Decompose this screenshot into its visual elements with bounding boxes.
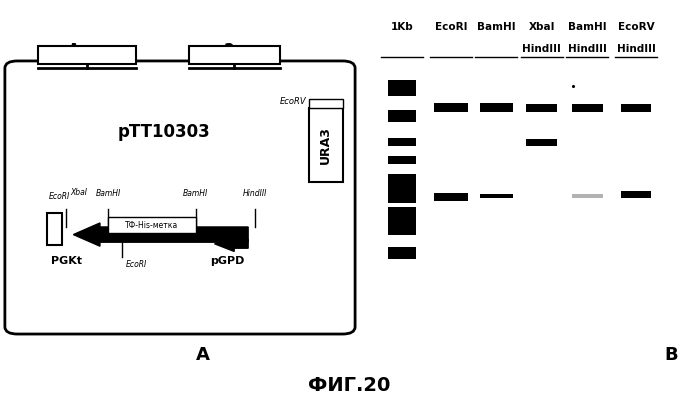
Text: EcoRI: EcoRI [435, 22, 467, 32]
Text: XbaI: XbaI [528, 22, 555, 32]
Text: В: В [664, 346, 678, 364]
Bar [388, 138, 416, 146]
Text: BamHI: BamHI [96, 189, 121, 198]
Text: pGPD: pGPD [210, 257, 245, 266]
Text: 1Kb: 1Kb [391, 22, 413, 32]
Bar [526, 139, 557, 146]
FancyArrow shape [215, 236, 248, 251]
Text: pTT10303: pTT10303 [118, 124, 210, 141]
Text: EcoRI: EcoRI [126, 260, 147, 269]
Bar [572, 104, 603, 112]
Bar [388, 247, 416, 259]
Bar [434, 193, 468, 200]
Text: URA3: URA3 [319, 126, 332, 164]
Bar [189, 46, 280, 64]
Bar [480, 103, 513, 112]
Bar [388, 180, 416, 203]
Text: 2: 2 [224, 43, 235, 58]
Text: HindIII: HindIII [243, 189, 267, 198]
Bar [38, 46, 136, 64]
Bar [388, 110, 416, 122]
Text: HindIII: HindIII [617, 44, 656, 54]
Text: ФИГ.20: ФИГ.20 [308, 376, 391, 395]
Text: EcoRV: EcoRV [618, 22, 654, 32]
Bar [434, 103, 468, 112]
Bar [108, 217, 196, 233]
Bar [309, 99, 343, 108]
Bar [621, 191, 651, 198]
Text: мкм: мкм [241, 45, 261, 53]
Text: EcoRI: EcoRI [49, 192, 70, 201]
Bar [309, 108, 343, 182]
Text: PGKt: PGKt [51, 256, 82, 265]
Bar [572, 194, 603, 198]
Text: BamHI: BamHI [568, 22, 607, 32]
FancyBboxPatch shape [5, 61, 355, 334]
FancyArrow shape [73, 223, 248, 246]
Text: BamHI: BamHI [477, 22, 516, 32]
Text: EcoRV: EcoRV [280, 97, 306, 105]
Bar [526, 104, 557, 112]
Bar [388, 207, 416, 235]
Text: XbaI: XbaI [70, 188, 87, 197]
Bar [480, 194, 513, 198]
Text: Amp: Amp [68, 43, 107, 58]
Bar [388, 156, 416, 164]
Text: HindIII: HindIII [568, 44, 607, 54]
Text: ТФ-His-метка: ТФ-His-метка [125, 221, 178, 230]
Text: HindIII: HindIII [522, 44, 561, 54]
Text: BamHI: BamHI [183, 189, 208, 198]
Text: А: А [196, 346, 210, 364]
Bar [47, 213, 62, 245]
Bar [388, 174, 416, 182]
Bar [621, 104, 651, 112]
Bar [388, 80, 416, 96]
